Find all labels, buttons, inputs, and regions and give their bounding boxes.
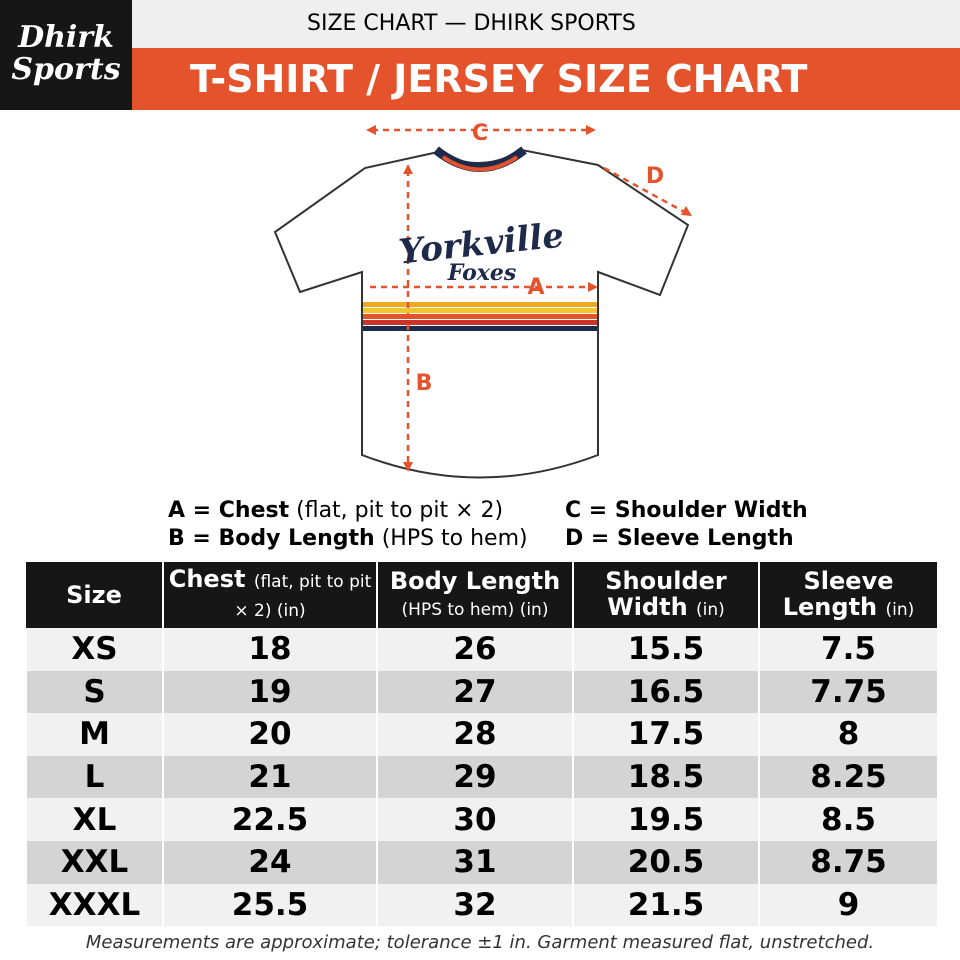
table-row: XXL 24 31 20.5 8.75	[25, 840, 937, 884]
table-row: XL 22.5 30 19.5 8.5	[25, 798, 937, 841]
measurement-cell: 8.5	[758, 798, 937, 841]
measurement-cell: 27	[376, 670, 573, 714]
table-row: M 20 28 17.5 8	[25, 713, 937, 756]
measurement-cell: 32	[376, 883, 573, 927]
measurement-cell: 17.5	[572, 713, 759, 756]
measurement-cell: 25.5	[162, 883, 377, 927]
measurement-cell: 21	[162, 755, 377, 799]
column-name: Body Length	[389, 566, 561, 595]
column-header: Size	[26, 562, 163, 628]
legend-item: D = Sleeve Length	[565, 525, 794, 553]
legend-term: A = Chest	[168, 498, 290, 523]
measurement-cell: 20.5	[572, 840, 759, 884]
table-row: S 19 27 16.5 7.75	[25, 670, 937, 714]
dimension-label: A	[527, 275, 544, 300]
brand: Sports	[11, 52, 121, 87]
column-name: Chest	[168, 565, 246, 593]
measurement-cell: 28	[376, 713, 573, 756]
legend-note: (flat, pit to pit × 2)	[296, 498, 504, 523]
legend-term: B = Body Length	[168, 526, 375, 551]
dimension-label: C	[472, 121, 488, 146]
legend-term: C = Shoulder Width	[565, 498, 808, 523]
column-header: Chest (flat, pit to pit × 2) (in)	[162, 562, 377, 628]
measurement-cell: 22.5	[162, 798, 377, 841]
size-table: Size Chest (flat, pit to pit × 2) (in) Bod…	[25, 562, 937, 927]
measurement-cell: 7.5	[758, 628, 937, 671]
legend-item: B = Body Length (HPS to hem)	[168, 525, 528, 553]
measurement-cell: 15.5	[572, 628, 759, 671]
size-cell: M	[25, 713, 163, 756]
logo: Dhirk Sports	[0, 0, 132, 110]
measurement-cell: 16.5	[572, 670, 759, 714]
measurement-cell: 24	[162, 840, 377, 884]
column-header: Shoulder Width (in)	[572, 562, 759, 628]
measurement-cell: 18.5	[572, 755, 759, 799]
legend-note: (HPS to hem)	[381, 526, 528, 551]
dimension-label: D	[646, 164, 664, 189]
size-cell: XXL	[25, 840, 163, 884]
table-body: XS 18 26 15.5 7.5 S 19 27 16.5 7.75 M 20 28 17.5 8 L 21 2…	[25, 628, 937, 927]
table-row: XS 18 26 15.5 7.5	[25, 628, 937, 671]
column-name: Sleeve Length	[782, 566, 894, 621]
size-cell: S	[25, 670, 163, 714]
measurement-cell: 7.75	[758, 670, 937, 714]
measurement-cell: 8.75	[758, 840, 937, 884]
column-unit: (in)	[696, 599, 725, 620]
legend-term: D = Sleeve Length	[565, 526, 794, 551]
size-cell: XL	[25, 798, 163, 841]
column-unit: (in)	[885, 599, 915, 620]
size-cell: XXXL	[25, 883, 163, 927]
column-header: Body Length (HPS to hem) (in)	[376, 562, 573, 628]
measurement-cell: 21.5	[572, 883, 759, 927]
dimension-label: B	[416, 371, 433, 396]
measurement-cell: 9	[758, 883, 937, 927]
column-unit: (HPS to hem) (in)	[401, 599, 549, 620]
measurement-cell: 8	[758, 713, 937, 756]
column-name: Size	[66, 581, 122, 609]
table-row: L 21 29 18.5 8.25	[25, 755, 937, 799]
column-unit: (flat, pit to pit × 2) (in)	[234, 572, 372, 621]
title: T-SHIRT / JERSEY SIZE CHART	[132, 48, 960, 110]
brand: Dhirk	[18, 20, 114, 55]
shirt-text: Foxes	[447, 260, 517, 286]
legend-item: A = Chest (flat, pit to pit × 2)	[168, 497, 503, 525]
measurement-cell: 20	[162, 713, 377, 756]
measurement-cell: 31	[376, 840, 573, 884]
measurement-cell: 8.25	[758, 755, 937, 799]
measurement-cell: 29	[376, 755, 573, 799]
measurement-cell: 26	[376, 628, 573, 671]
shirt-diagram: C D A B Yorkville Foxes	[273, 121, 692, 479]
measurement-cell: 19.5	[572, 798, 759, 841]
column-header: Sleeve Length (in)	[758, 562, 937, 628]
legend-item: C = Shoulder Width	[565, 497, 808, 525]
size-cell: L	[25, 755, 163, 799]
table-row: XXXL 25.5 32 21.5 9	[25, 883, 937, 927]
measurement-cell: 19	[162, 670, 377, 714]
footnote: Measurements are approximate; tolerance …	[85, 932, 875, 953]
measurement-cell: 30	[376, 798, 573, 841]
subtitle: SIZE CHART — DHIRK SPORTS	[132, 0, 960, 48]
header-row: Size Chest (flat, pit to pit × 2) (in) Bod…	[26, 562, 937, 628]
size-cell: XS	[25, 628, 163, 671]
measurement-cell: 18	[162, 628, 377, 671]
column-name: Shoulder Width	[605, 566, 727, 621]
